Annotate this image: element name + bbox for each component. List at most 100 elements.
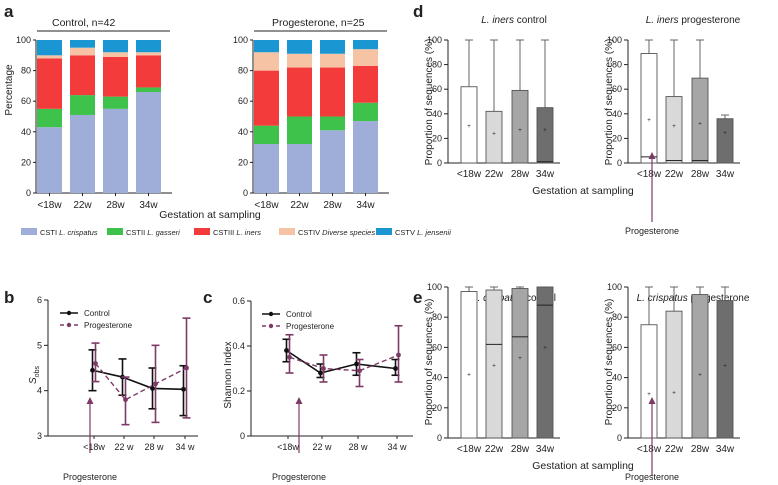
- panel-d-progesterone-xtick-label: <18w: [637, 169, 662, 180]
- panel-c-progesterone-point: [396, 352, 401, 358]
- panel-a-control-bar-cstii: [37, 108, 62, 128]
- legend-species: L. crispatus: [59, 228, 98, 237]
- panel-d-progesterone-ytick-label: 80: [612, 60, 622, 70]
- panel-b: Sobs 3 4 5 6 <18w 22 w 28 w 34 w Control Progeste…: [28, 295, 198, 482]
- panel-b-ylabel-main: S: [28, 377, 39, 384]
- panel-d-title-progesterone-species: L. iners: [646, 15, 679, 26]
- panel-a-control-ytick-label: 40: [21, 127, 31, 137]
- legend-label-cstiii: CSTIII L. iners: [213, 228, 261, 237]
- panel-b-control-line: [92, 369, 184, 391]
- panel-a-progesterone-bar-cstii: [254, 125, 279, 145]
- panel-a-progesterone-bar-cstv: [320, 40, 345, 54]
- panel-d-title-control-species: L. iners: [481, 15, 514, 26]
- panel-e-ylabel-right: Proportion of sequences (%): [604, 299, 615, 426]
- legend-swatch-cstii: [107, 228, 123, 235]
- panel-a: Percentage Control, n=42 Progesterone, n…: [4, 17, 451, 237]
- legend-cst: CSTI: [40, 228, 59, 237]
- panel-a-control-bar-cstiii: [136, 55, 161, 88]
- panel-d-progesterone-ytick-label: 20: [612, 133, 622, 143]
- panel-e-progesterone-box: [665, 310, 683, 439]
- panel-d-progesterone-box: [665, 96, 683, 164]
- panel-a-control-bar-cstiii: [37, 58, 62, 109]
- panel-e-progesterone-ytick-label: 20: [612, 403, 622, 413]
- panel-c-progesterone-line: [289, 354, 399, 372]
- panel-a-control-bar-cstii: [136, 87, 161, 93]
- panel-d-control-box: [536, 107, 554, 164]
- panel-b-legend-label-progesterone: Progesterone: [84, 321, 133, 330]
- panel-e-arrow-head: [648, 397, 656, 404]
- panel-d-progesterone-ytick-label: 0: [617, 158, 622, 168]
- panel-e-control-ytick-label: 20: [432, 403, 442, 413]
- panel-a-progesterone-ytick-label: 60: [238, 96, 248, 106]
- panel-a-xlabel: Gestation at sampling: [159, 209, 261, 221]
- panel-e-progesterone-mean-marker: +: [723, 364, 727, 370]
- panel-a-progesterone-bar-cstv: [254, 40, 279, 53]
- panel-e-progesterone-mean-marker: +: [647, 392, 651, 398]
- panel-c-progesterone-point: [321, 366, 326, 371]
- panel-d-progesterone-xtick-label: 34w: [716, 169, 735, 180]
- panel-d-progesterone-ytick-label: 60: [612, 84, 622, 94]
- panel-a-progesterone-bar-cstv: [287, 40, 312, 54]
- panel-e-progesterone-ytick-label: 40: [612, 373, 622, 383]
- panel-b-arrow-head: [86, 397, 94, 404]
- panel-d-control-box: [511, 89, 529, 164]
- panel-e-progesterone-xtick-label: 22w: [665, 444, 684, 455]
- panel-e-control-box: [536, 286, 554, 439]
- panel-e-control-ytick-label: 40: [432, 373, 442, 383]
- panel-d-control-ytick-label: 60: [432, 84, 442, 94]
- panel-a-control-xtick-label: 28w: [106, 200, 125, 211]
- panel-e-control-xtick-label: 34w: [536, 444, 555, 455]
- panel-e-progesterone-mean-marker: +: [672, 391, 676, 397]
- legend-species: L. gasseri: [147, 228, 180, 237]
- panel-a-progesterone-ytick-label: 80: [238, 66, 248, 76]
- legend-swatch-csti: [21, 228, 37, 235]
- panel-d-title-control: L. iners control: [481, 15, 547, 26]
- panel-d-control-xtick-label: 34w: [536, 169, 555, 180]
- panel-a-legend: CSTI L. crispatus CSTII L. gasseri CSTIII …: [21, 228, 451, 237]
- panel-b-progesterone-point: [123, 397, 128, 403]
- panel-b-ylabel: Sobs: [28, 366, 41, 384]
- panel-d-progesterone-xtick-label: 22w: [665, 169, 684, 180]
- panel-d-ylabel-left: Proportion of sequences (%): [424, 39, 435, 166]
- panel-d-control-mean-marker: +: [467, 124, 471, 130]
- panel-b-progesterone-point: [93, 361, 98, 366]
- panel-a-group-title-progesterone: Progesterone, n=25: [272, 17, 365, 29]
- panel-e-progesterone-mean-marker: +: [698, 373, 702, 379]
- panel-b-xtick-label: 28 w: [144, 442, 164, 452]
- panel-a-progesterone-xtick-label: 34w: [356, 200, 375, 211]
- panel-e-title-progesterone: L. crispatus progesterone: [637, 293, 750, 304]
- panel-e-control-box: [485, 289, 503, 439]
- panel-d-progesterone-ytick-label: 40: [612, 109, 622, 119]
- panel-c-control-point: [284, 348, 289, 353]
- legend-swatch-cstiv: [279, 228, 295, 235]
- panel-e-control-mean-marker: +: [492, 364, 496, 370]
- panel-a-progesterone-ytick-label: 20: [238, 157, 248, 167]
- panel-d-control-ytick-label: 80: [432, 60, 442, 70]
- panel-d-progesterone-box: [640, 53, 658, 164]
- panel-a-progesterone-bar-cstiii: [353, 66, 378, 103]
- panel-b-control-point: [150, 386, 155, 391]
- panel-a-control-ytick-label: 80: [21, 66, 31, 76]
- panel-d-progesterone-box: [716, 118, 734, 164]
- panel-label-e: e: [413, 288, 422, 307]
- panel-c-legend-marker-progesterone: [268, 323, 274, 329]
- panel-a-control-bar-cstiv: [37, 55, 62, 59]
- legend-label-csti: CSTI L. crispatus: [40, 228, 98, 237]
- panel-e-control-ytick-label: 60: [432, 342, 442, 352]
- panel-c-xtick-label: <18w: [277, 442, 299, 452]
- panel-a-progesterone-bar-cstii: [320, 116, 345, 131]
- panel-a-control-xtick-label: 22w: [73, 200, 92, 211]
- panel-d-xlabel: Gestation at sampling: [532, 185, 634, 197]
- panel-a-progesterone-bar-cstiii: [287, 67, 312, 117]
- panel-d-control-box: [485, 110, 503, 164]
- panel-c-legend-label-control: Control: [286, 310, 312, 319]
- panel-c-ytick-label: 0.4: [232, 341, 245, 351]
- panel-a-group-title-control: Control, n=42: [52, 17, 115, 29]
- panel-a-control-bar-cstv: [136, 40, 161, 53]
- legend-cst: CSTV: [395, 228, 417, 237]
- legend-swatch-cstiii: [194, 228, 210, 235]
- panel-a-progesterone-ytick-label: 0: [243, 188, 248, 198]
- panel-c-control-point: [393, 366, 398, 371]
- panel-label-a: a: [4, 2, 14, 21]
